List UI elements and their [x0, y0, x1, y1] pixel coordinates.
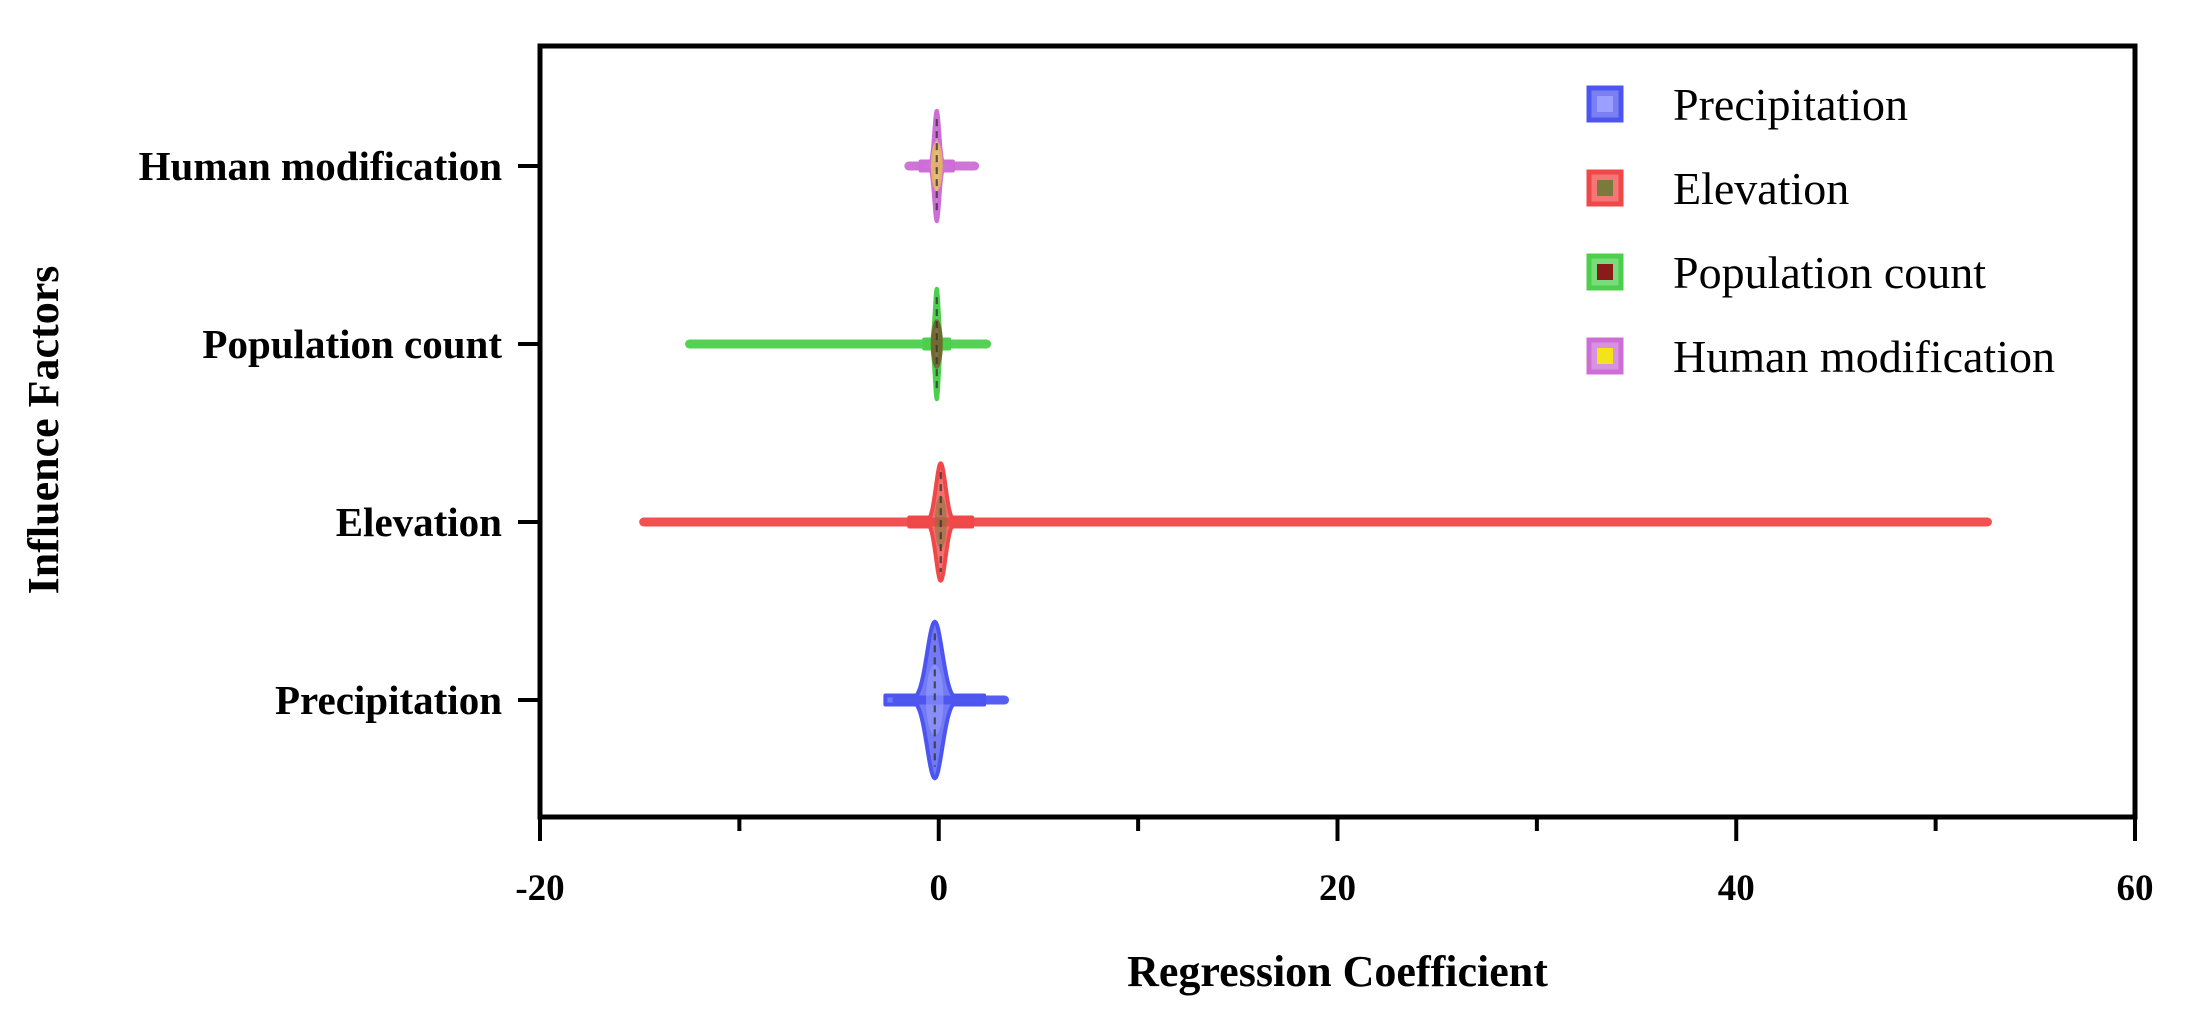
violins-layer [639, 108, 1992, 781]
violin-inner-core [930, 141, 943, 191]
y-category-label: Elevation [336, 499, 502, 545]
y-axis-title: Influence Factors [19, 266, 68, 595]
y-category-label: Population count [202, 321, 502, 367]
violin-elevation [639, 461, 1992, 583]
x-tick-label: 20 [1319, 868, 1356, 909]
x-axis: -20 0 20 40 60 [515, 817, 2154, 909]
legend-swatch [1586, 337, 1624, 375]
legend-item: Population count [1586, 247, 1986, 298]
x-tick-label: -20 [515, 868, 564, 909]
x-tick-label: 60 [2117, 868, 2154, 909]
legend: Precipitation Elevation Population count Hu… [1586, 79, 2055, 382]
legend-swatch-core [1597, 96, 1613, 112]
x-tick-label: 0 [930, 868, 949, 909]
legend-swatch-core [1597, 348, 1613, 364]
violin-inner-core [930, 319, 943, 369]
legend-label: Elevation [1673, 163, 1849, 214]
legend-swatch-core [1597, 264, 1613, 280]
violin-human-modification [904, 108, 980, 224]
x-tick-label: 40 [1718, 868, 1755, 909]
y-category-label: Human modification [139, 143, 503, 189]
y-category-label: Precipitation [275, 677, 502, 723]
x-axis-title: Regression Coefficient [1127, 947, 1548, 996]
violin-population-count [685, 286, 992, 402]
legend-label: Human modification [1673, 331, 2055, 382]
plot-frame [537, 43, 2138, 820]
legend-item: Elevation [1586, 163, 1849, 214]
legend-swatch-core [1597, 180, 1613, 196]
legend-item: Precipitation [1586, 79, 1908, 130]
legend-label: Population count [1673, 247, 1986, 298]
legend-label: Precipitation [1673, 79, 1908, 130]
y-axis: Human modification Population count Elevat… [139, 143, 540, 723]
violin-precipitation [883, 619, 1010, 781]
legend-item: Human modification [1586, 331, 2055, 382]
